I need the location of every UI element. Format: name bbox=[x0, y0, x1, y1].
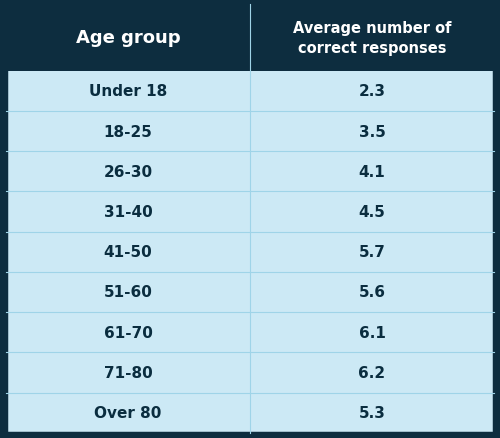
Text: 26-30: 26-30 bbox=[104, 164, 152, 179]
Text: 5.7: 5.7 bbox=[358, 245, 386, 260]
FancyBboxPatch shape bbox=[6, 5, 494, 71]
Text: Age group: Age group bbox=[76, 29, 180, 47]
Text: 6.2: 6.2 bbox=[358, 365, 386, 380]
Text: 2.3: 2.3 bbox=[358, 84, 386, 99]
Text: 3.5: 3.5 bbox=[358, 124, 386, 139]
FancyBboxPatch shape bbox=[6, 392, 494, 433]
Text: 6.1: 6.1 bbox=[358, 325, 386, 340]
Text: 5.6: 5.6 bbox=[358, 285, 386, 300]
Text: 4.1: 4.1 bbox=[358, 164, 386, 179]
Text: 51-60: 51-60 bbox=[104, 285, 152, 300]
Text: 18-25: 18-25 bbox=[104, 124, 152, 139]
FancyBboxPatch shape bbox=[6, 152, 494, 192]
Text: 71-80: 71-80 bbox=[104, 365, 152, 380]
Text: Over 80: Over 80 bbox=[94, 405, 162, 420]
Text: 41-50: 41-50 bbox=[104, 245, 152, 260]
Text: 4.5: 4.5 bbox=[358, 205, 386, 219]
Text: 5.3: 5.3 bbox=[358, 405, 386, 420]
Text: Under 18: Under 18 bbox=[89, 84, 167, 99]
FancyBboxPatch shape bbox=[6, 192, 494, 232]
FancyBboxPatch shape bbox=[6, 272, 494, 312]
FancyBboxPatch shape bbox=[6, 353, 494, 392]
Text: Average number of
correct responses: Average number of correct responses bbox=[293, 21, 451, 56]
Text: 31-40: 31-40 bbox=[104, 205, 152, 219]
FancyBboxPatch shape bbox=[6, 112, 494, 152]
Text: 61-70: 61-70 bbox=[104, 325, 152, 340]
FancyBboxPatch shape bbox=[6, 312, 494, 353]
FancyBboxPatch shape bbox=[6, 71, 494, 112]
FancyBboxPatch shape bbox=[6, 232, 494, 272]
